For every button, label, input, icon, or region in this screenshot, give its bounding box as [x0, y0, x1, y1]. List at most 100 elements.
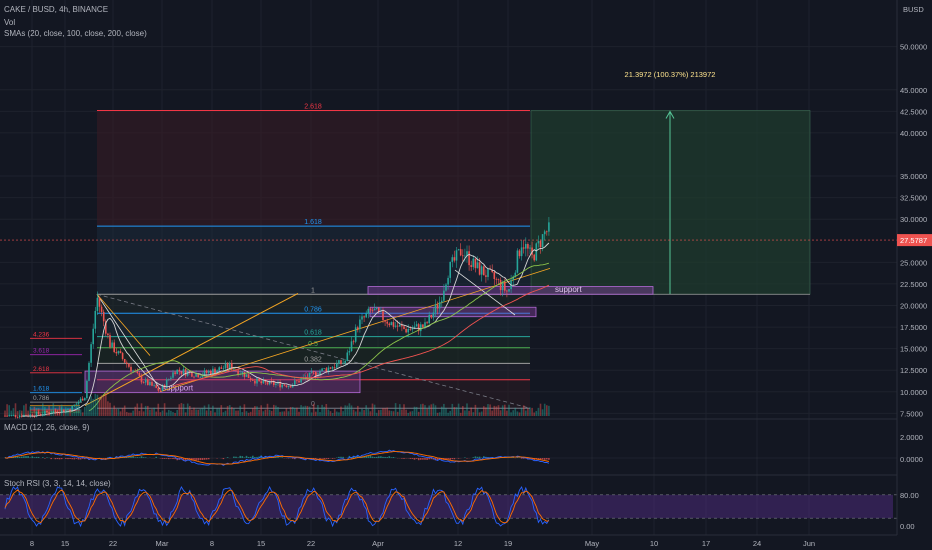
macd-legend[interactable]: MACD (12, 26, close, 9): [4, 423, 90, 432]
support-label-lower: suppport: [162, 384, 194, 393]
candle-body: [275, 383, 277, 385]
volume-bar: [537, 407, 540, 416]
volume-bar: [365, 405, 367, 416]
candle-body: [216, 370, 218, 374]
macd-histogram-bar: [426, 458, 428, 460]
volume-bar: [361, 408, 363, 416]
price-axis-tick: 50.0000: [900, 43, 927, 52]
volume-bar: [31, 412, 34, 416]
candle-body: [541, 234, 544, 248]
volume-bar: [14, 403, 17, 416]
volume-bar: [312, 403, 315, 416]
volume-bar: [457, 403, 460, 416]
candle-body: [174, 372, 176, 375]
small-fib-label: 2.618: [33, 366, 50, 373]
price-axis-unit: BUSD: [903, 5, 924, 14]
candle-body: [102, 311, 105, 322]
volume-bar: [470, 407, 472, 416]
volume-bar: [430, 404, 433, 416]
volume-bar: [344, 405, 346, 416]
candle-body: [170, 377, 172, 380]
candle-body: [411, 328, 414, 330]
candle-body: [476, 262, 479, 269]
price-axis-tick: 22.5000: [900, 280, 927, 289]
candle-body: [396, 325, 399, 327]
volume-bar: [71, 412, 73, 416]
macd-histogram-bar: [42, 457, 44, 458]
volume-bar: [42, 403, 44, 416]
volume-bar: [420, 404, 422, 416]
candle-body: [514, 272, 517, 277]
volume-bar: [52, 403, 55, 416]
macd-histogram-bar: [126, 457, 128, 458]
macd-histogram-bar: [71, 458, 73, 460]
candle-body: [243, 372, 246, 377]
volume-bar: [84, 406, 86, 416]
candle-body: [283, 384, 286, 386]
volume-bar: [548, 405, 550, 416]
volume-bar: [310, 412, 313, 416]
macd-histogram-bar: [92, 458, 94, 460]
candle-body: [199, 377, 202, 378]
candle-body: [378, 307, 380, 312]
stoch-rsi-legend[interactable]: Stoch RSI (3, 3, 14, 14, close): [4, 479, 111, 488]
volume-bar: [485, 407, 487, 416]
macd-histogram-bar: [541, 458, 544, 460]
candle-body: [113, 342, 115, 353]
volume-bar: [96, 394, 99, 416]
drawing-tools[interactable]: 21.3972 (100.37%) 213972 2.618 1.618 1 0.786…: [0, 70, 897, 413]
macd-histogram-bar: [58, 458, 61, 460]
macd-histogram-bar: [247, 456, 250, 458]
volume-bar: [411, 411, 414, 416]
sma-legend[interactable]: SMAs (20, close, 100, close, 200, close): [4, 29, 147, 38]
candle-body: [142, 382, 145, 383]
volume-bar: [18, 410, 21, 416]
macd-histogram-bar: [172, 458, 174, 460]
candle-body: [197, 373, 199, 378]
chart-title[interactable]: CAKE / BUSD, 4h, BINANCE: [4, 5, 109, 14]
candle-body: [98, 297, 101, 307]
candle-body: [386, 321, 388, 324]
volume-bar: [546, 405, 548, 416]
macd-histogram-bar: [430, 458, 433, 460]
volume-bar: [319, 412, 321, 416]
candle-body: [457, 249, 460, 251]
candle-body: [165, 379, 168, 388]
volume-bar: [504, 404, 506, 416]
candle-body: [298, 380, 300, 383]
candle-body: [228, 363, 231, 369]
candle-body: [182, 369, 185, 374]
candle-body: [10, 415, 13, 416]
volume-bar: [231, 407, 233, 416]
candle-body: [501, 281, 504, 291]
volume-bar: [224, 410, 227, 416]
candle-body: [296, 380, 298, 382]
volume-bar: [508, 404, 510, 416]
macd-histogram-bar: [77, 458, 80, 460]
stoch-d-line: [4, 489, 550, 524]
macd-histogram-bar: [256, 456, 258, 458]
macd-histogram-bar: [411, 458, 414, 459]
volume-bar: [291, 406, 294, 416]
macd-histogram-bar: [16, 455, 19, 458]
volume-bar: [243, 404, 246, 416]
macd-histogram-bar: [27, 455, 29, 458]
volume-bar: [298, 411, 300, 416]
candle-body: [155, 385, 157, 388]
macd-histogram-bar: [222, 458, 225, 460]
candle-body: [312, 371, 315, 373]
candle-body: [287, 385, 290, 387]
time-axis-tick: 24: [753, 539, 761, 548]
macd-histogram-bar: [138, 457, 141, 458]
volume-bar: [37, 408, 40, 416]
volume-bar: [380, 409, 382, 416]
candle-body: [153, 385, 155, 387]
candle-body: [443, 290, 445, 301]
volume-bar: [90, 396, 92, 416]
time-axis-tick: 15: [257, 539, 265, 548]
candle-body: [121, 353, 124, 359]
volume-bar: [424, 405, 426, 416]
macd-histogram-bar: [235, 456, 237, 458]
vol-legend[interactable]: Vol: [4, 18, 16, 27]
